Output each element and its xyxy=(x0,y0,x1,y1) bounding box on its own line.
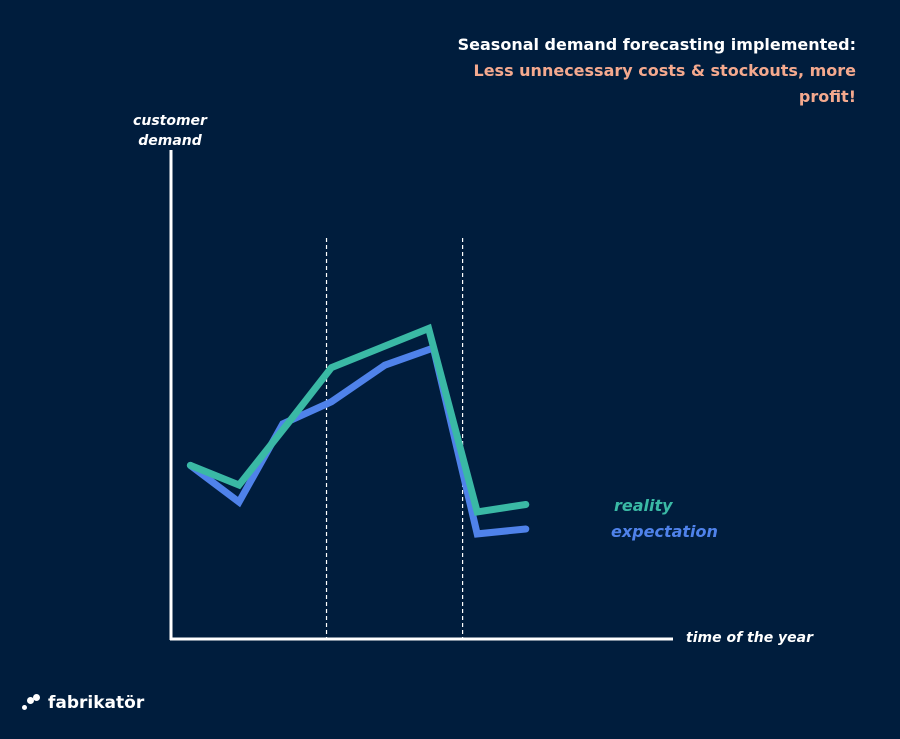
legend-reality: reality xyxy=(614,496,673,515)
series-lines xyxy=(186,323,530,538)
chart-title: Seasonal demand forecasting implemented:… xyxy=(416,32,856,110)
brand-name: fabrikatör xyxy=(48,693,145,713)
x-axis-label: time of the year xyxy=(686,630,814,646)
legend-expectation: expectation xyxy=(611,522,718,541)
y-axis-label: customer demand xyxy=(133,113,207,149)
series-line-expectation xyxy=(186,343,530,538)
series-line-reality xyxy=(186,323,530,516)
season-dividers xyxy=(325,238,464,638)
brand-logo: fabrikatör xyxy=(22,693,144,713)
brand-dots-icon xyxy=(22,694,40,712)
chart-title-main: Seasonal demand forecasting implemented: xyxy=(457,35,856,54)
chart-title-accent: Less unnecessary costs & stockouts, more… xyxy=(473,61,857,106)
